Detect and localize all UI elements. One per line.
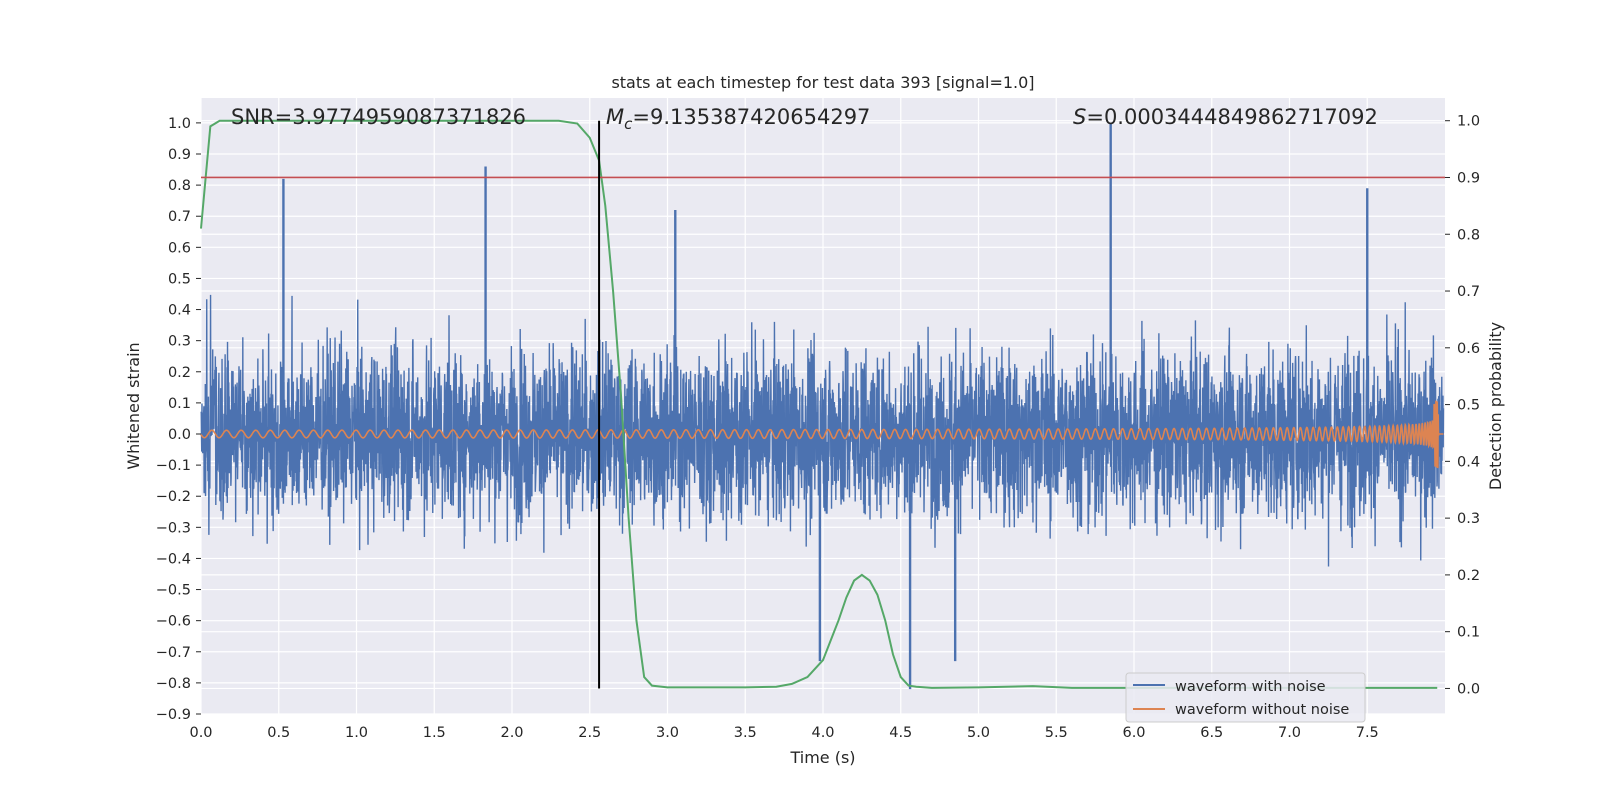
y2-axis-label: Detection probability xyxy=(1486,322,1505,490)
chirp-mass-annotation: Mc=9.135387420654297 xyxy=(606,105,870,133)
y-axis-label: Whitened strain xyxy=(124,342,143,469)
y2-tick-label: 0.6 xyxy=(1457,341,1480,357)
x-tick-label: 0.0 xyxy=(189,725,212,741)
y-tick-label: −0.3 xyxy=(156,520,191,536)
x-tick-label: 6.5 xyxy=(1200,725,1223,741)
y-tick-label: 0.7 xyxy=(168,209,191,225)
x-tick-label: 4.5 xyxy=(889,725,912,741)
y-tick-label: 0.6 xyxy=(168,240,191,256)
chirp-mass-symbol: M xyxy=(606,105,624,129)
x-tick-label: 3.0 xyxy=(656,725,679,741)
y-axis-ticks: 1.0 0.9 0.8 0.7 0.6 0.5 0.4 0.3 0.2 0.1 0.0 −0.1 −0.… xyxy=(156,116,201,723)
snr-annotation: SNR=3.9774959087371826 xyxy=(231,105,526,129)
waveform-without-noise-series xyxy=(200,400,1444,469)
y-tick-label: 0.3 xyxy=(168,334,191,350)
y-tick-label: −0.4 xyxy=(156,551,191,567)
y-tick-label: 0.9 xyxy=(168,147,191,163)
y2-tick-label: 0.4 xyxy=(1457,454,1480,470)
x-tick-label: 1.0 xyxy=(345,725,368,741)
legend-label-noisy: waveform with noise xyxy=(1175,679,1326,695)
y-tick-label: 0.4 xyxy=(168,303,191,319)
y2-tick-label: 0.8 xyxy=(1457,227,1480,243)
y-tick-label: 0.2 xyxy=(168,365,191,381)
waveform-with-noise-series xyxy=(200,122,1445,690)
x-axis-label: Time (s) xyxy=(789,748,855,767)
statistic-value: =0.0003444849862717092 xyxy=(1086,105,1378,129)
y-tick-label: −0.9 xyxy=(156,707,191,723)
y-tick-label: −0.2 xyxy=(156,489,191,505)
y-tick-label: 0.1 xyxy=(168,396,191,412)
x-tick-label: 7.0 xyxy=(1278,725,1301,741)
y2-tick-label: 1.0 xyxy=(1457,114,1480,130)
statistic-symbol: S xyxy=(1073,105,1086,129)
waveform-without-noise-line xyxy=(200,400,1444,469)
x-tick-label: 4.0 xyxy=(811,725,834,741)
y2-tick-label: 0.5 xyxy=(1457,398,1480,414)
legend: waveform with noise waveform without noi… xyxy=(1125,672,1366,723)
x-tick-label: 2.5 xyxy=(578,725,601,741)
x-tick-label: 3.5 xyxy=(734,725,757,741)
y-tick-label: 1.0 xyxy=(168,116,191,132)
y2-tick-label: 0.1 xyxy=(1457,625,1480,641)
x-tick-label: 2.0 xyxy=(500,725,523,741)
legend-box xyxy=(1125,672,1366,723)
y2-axis-ticks: 1.0 0.9 0.8 0.7 0.6 0.5 0.4 0.3 0.2 0.1 0.0 xyxy=(1445,114,1480,697)
x-tick-label: 0.5 xyxy=(267,725,290,741)
legend-label-clean: waveform without noise xyxy=(1175,702,1349,718)
chirp-mass-subscript: c xyxy=(624,115,633,133)
waveform-with-noise-line xyxy=(200,294,1445,567)
y-tick-label: −0.5 xyxy=(156,583,191,599)
chirp-mass-value: =9.135387420654297 xyxy=(632,105,870,129)
detection-probability-line xyxy=(200,119,1438,689)
x-tick-label: 7.5 xyxy=(1356,725,1379,741)
y-tick-label: −0.8 xyxy=(156,676,191,692)
y2-tick-label: 0.3 xyxy=(1457,511,1480,527)
statistic-annotation: S=0.0003444849862717092 xyxy=(1073,105,1378,129)
y-tick-label: 0.5 xyxy=(168,271,191,287)
chart-title: stats at each timestep for test data 393… xyxy=(611,73,1034,92)
x-tick-label: 1.5 xyxy=(423,725,446,741)
y-tick-label: −0.6 xyxy=(156,614,191,630)
y-tick-label: −0.1 xyxy=(156,458,191,474)
y2-tick-label: 0.0 xyxy=(1457,681,1480,697)
detection-probability-series xyxy=(200,119,1438,689)
y2-tick-label: 0.7 xyxy=(1457,284,1480,300)
y2-tick-label: 0.2 xyxy=(1457,568,1480,584)
x-tick-label: 6.0 xyxy=(1122,725,1145,741)
y-tick-label: 0.0 xyxy=(168,427,191,443)
y-tick-label: −0.7 xyxy=(156,645,191,661)
x-tick-label: 5.0 xyxy=(967,725,990,741)
y-tick-label: 0.8 xyxy=(168,178,191,194)
y2-tick-label: 0.9 xyxy=(1457,170,1480,186)
x-axis-ticks: 0.0 0.5 1.0 1.5 2.0 2.5 3.0 3.5 4.0 4.5 5.0 5.5 6.0 6… xyxy=(189,725,1378,741)
x-tick-label: 5.5 xyxy=(1045,725,1068,741)
